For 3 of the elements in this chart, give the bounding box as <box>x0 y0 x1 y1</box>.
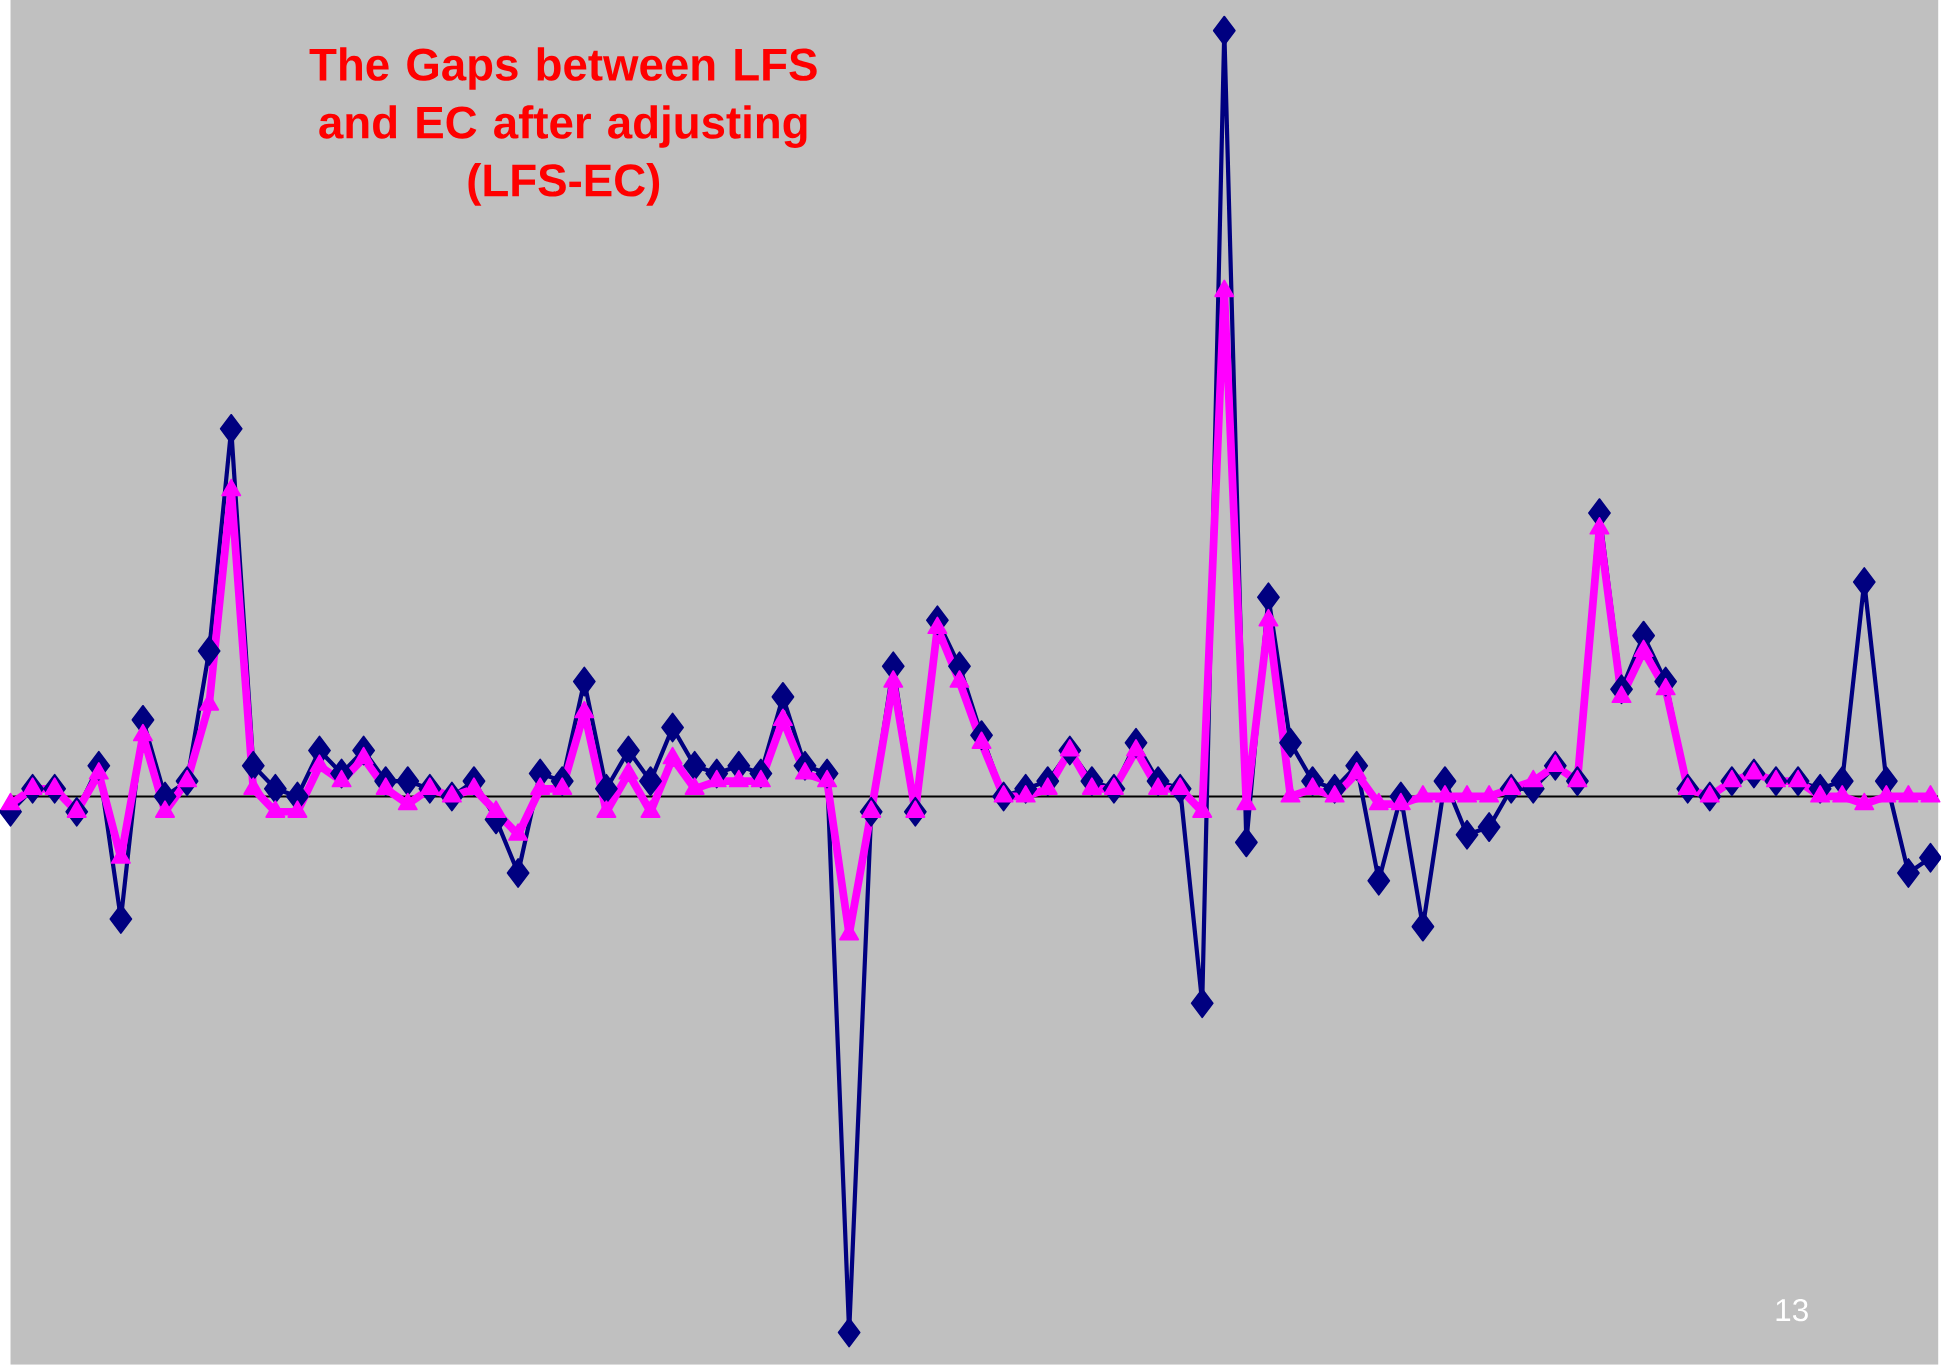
text: The Gaps between LFS and EC after adjusting <box>309 47 817 149</box>
text: (LFS-EC) <box>468 163 660 206</box>
annotation: 13 <box>1776 1299 1808 1322</box>
